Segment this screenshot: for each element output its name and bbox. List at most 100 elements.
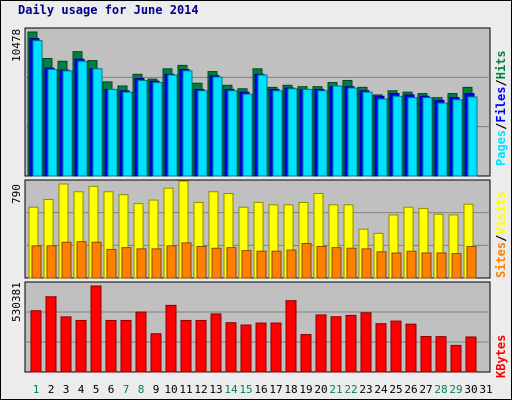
day-label-7: 7 xyxy=(122,383,130,396)
bar-sites-day-18 xyxy=(286,249,297,279)
bar-sites-day-17 xyxy=(271,250,282,279)
bar-pages-day-25 xyxy=(392,95,403,177)
bar-kbytes-day-6 xyxy=(105,319,117,373)
bar-pages-day-6 xyxy=(107,88,118,177)
bar-pages-day-9 xyxy=(152,82,163,177)
day-label-19: 19 xyxy=(299,383,313,396)
bar-pages-day-24 xyxy=(377,98,388,177)
day-label-15: 15 xyxy=(239,383,253,396)
bar-sites-day-13 xyxy=(211,247,222,279)
day-label-11: 11 xyxy=(179,383,193,396)
day-label-13: 13 xyxy=(209,383,223,396)
bar-pages-day-12 xyxy=(197,90,208,177)
bar-kbytes-day-8 xyxy=(135,311,147,373)
day-label-17: 17 xyxy=(269,383,283,396)
day-label-26: 26 xyxy=(404,383,418,396)
day-label-3: 3 xyxy=(62,383,70,396)
day-label-23: 23 xyxy=(359,383,373,396)
bar-pages-day-22 xyxy=(347,87,358,177)
bar-pages-day-27 xyxy=(422,97,433,177)
bar-pages-day-2 xyxy=(47,68,58,177)
day-label-25: 25 xyxy=(389,383,403,396)
day-label-16: 16 xyxy=(254,383,268,396)
bar-sites-day-25 xyxy=(391,252,402,279)
day-label-12: 12 xyxy=(194,383,208,396)
bar-pages-day-30 xyxy=(467,96,478,177)
bar-kbytes-day-15 xyxy=(240,324,252,373)
day-label-10: 10 xyxy=(164,383,178,396)
ymax-label-kbytes: 530381 xyxy=(10,282,23,322)
bar-pages-day-14 xyxy=(227,90,238,177)
bar-pages-day-4 xyxy=(77,60,88,177)
bar-kbytes-day-24 xyxy=(375,323,387,373)
day-label-2: 2 xyxy=(47,383,55,396)
bar-kbytes-day-14 xyxy=(225,322,237,373)
legend-visits: Visits xyxy=(494,191,508,235)
bar-kbytes-day-19 xyxy=(300,334,312,373)
bar-kbytes-day-4 xyxy=(75,319,87,373)
bar-kbytes-day-30 xyxy=(465,336,477,373)
bar-pages-day-28 xyxy=(437,102,448,177)
bar-sites-day-7 xyxy=(121,247,132,279)
bar-kbytes-day-27 xyxy=(420,335,432,373)
bar-kbytes-day-21 xyxy=(330,316,342,373)
day-label-28: 28 xyxy=(434,383,448,396)
legend-hits: Hits xyxy=(494,50,508,80)
bar-kbytes-day-10 xyxy=(165,304,177,373)
day-label-27: 27 xyxy=(419,383,433,396)
day-label-30: 30 xyxy=(464,383,478,396)
bar-kbytes-day-23 xyxy=(360,312,372,373)
bar-pages-day-29 xyxy=(452,99,463,177)
day-label-14: 14 xyxy=(224,383,238,396)
bar-pages-day-21 xyxy=(332,85,343,177)
bar-kbytes-day-9 xyxy=(150,333,162,373)
bar-kbytes-day-1 xyxy=(30,310,42,373)
bar-pages-day-1 xyxy=(32,40,43,177)
bar-sites-day-9 xyxy=(151,248,162,279)
day-label-29: 29 xyxy=(449,383,463,396)
day-label-1: 1 xyxy=(32,383,40,396)
bar-pages-day-5 xyxy=(92,68,103,177)
bar-pages-day-26 xyxy=(407,97,418,177)
bar-sites-day-15 xyxy=(241,250,252,279)
legend-hits-files-pages: Pages/Files/Hits xyxy=(494,28,508,166)
day-label-21: 21 xyxy=(329,383,343,396)
bar-sites-day-12 xyxy=(196,245,207,279)
day-label-24: 24 xyxy=(374,383,388,396)
bar-kbytes-day-12 xyxy=(195,319,207,373)
bar-pages-day-18 xyxy=(287,88,298,177)
bar-kbytes-day-25 xyxy=(390,320,402,373)
bar-sites-day-30 xyxy=(466,245,477,279)
legend-sep-1: / xyxy=(494,122,508,130)
bar-kbytes-day-29 xyxy=(450,344,462,373)
day-label-20: 20 xyxy=(314,383,328,396)
bar-pages-day-10 xyxy=(167,74,178,177)
legend-files: Files xyxy=(494,86,508,123)
bar-sites-day-27 xyxy=(421,252,432,279)
ymax-label-hits: 10478 xyxy=(10,28,23,62)
chart-title: Daily usage for June 2014 xyxy=(18,3,199,17)
bar-kbytes-day-2 xyxy=(45,296,57,373)
bar-kbytes-day-7 xyxy=(120,319,132,373)
bar-kbytes-day-20 xyxy=(315,314,327,373)
bar-kbytes-day-3 xyxy=(60,316,72,373)
bar-pages-day-8 xyxy=(137,79,148,177)
ymax-label-visits: 790 xyxy=(10,184,23,204)
bar-pages-day-13 xyxy=(212,76,223,177)
bar-kbytes-day-13 xyxy=(210,313,222,373)
bar-pages-day-17 xyxy=(272,90,283,177)
bar-sites-day-10 xyxy=(166,245,177,279)
bar-sites-day-24 xyxy=(376,251,387,279)
bar-kbytes-day-22 xyxy=(345,314,357,373)
legend-kbytes: KBytes xyxy=(494,334,508,378)
bar-kbytes-day-26 xyxy=(405,323,417,373)
bar-kbytes-day-18 xyxy=(285,300,297,373)
bar-sites-day-3 xyxy=(61,241,72,279)
bar-sites-day-16 xyxy=(256,250,267,279)
bar-sites-day-6 xyxy=(106,248,117,279)
legend-sep-2: / xyxy=(494,79,508,87)
legend-visits-sites: Sites/Visits xyxy=(494,191,508,278)
legend-sites: Sites xyxy=(494,241,508,278)
